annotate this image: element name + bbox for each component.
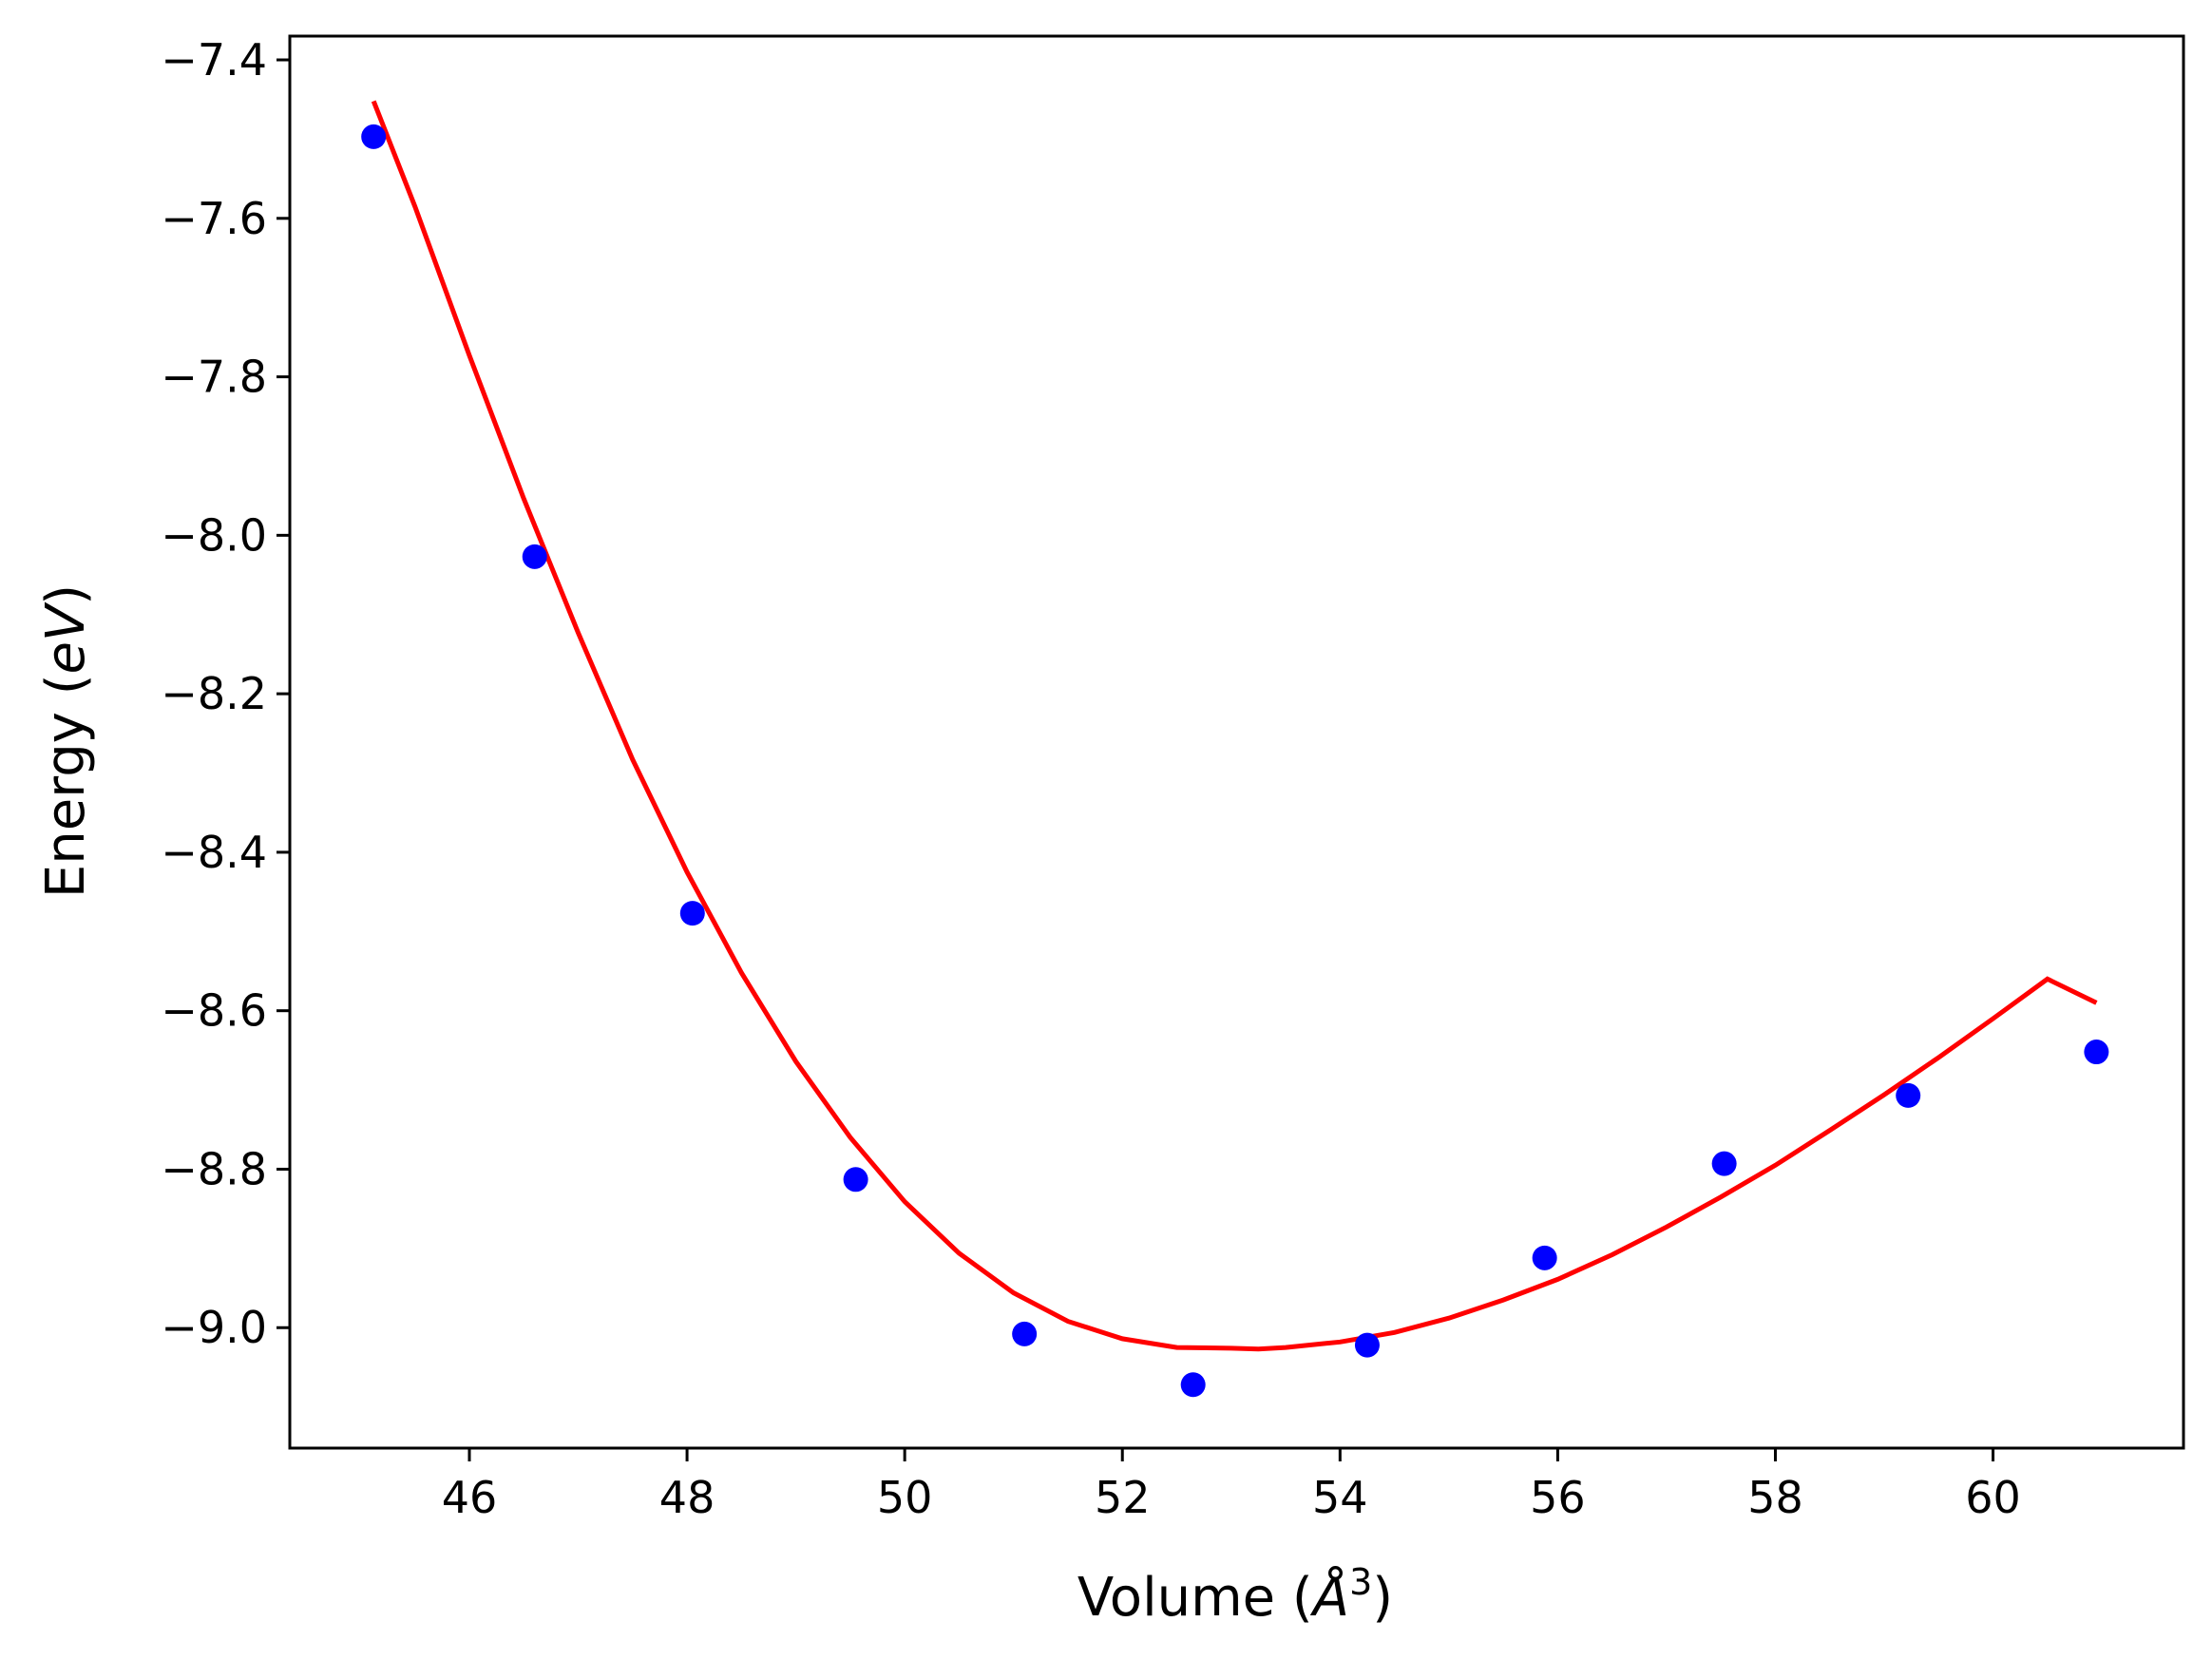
data-point xyxy=(679,901,705,926)
y-tick-label: −9.0 xyxy=(161,1302,267,1353)
x-tick-label: 56 xyxy=(1530,1472,1586,1523)
data-point xyxy=(522,544,547,569)
y-tick-label: −8.6 xyxy=(161,985,267,1037)
y-tick-label: −7.6 xyxy=(161,193,267,244)
axes-frame xyxy=(288,34,2185,1450)
x-tick-label: 52 xyxy=(1095,1472,1151,1523)
x-tick-label: 60 xyxy=(1965,1472,2021,1523)
x-tick-label: 54 xyxy=(1312,1472,1368,1523)
x-tick-label: 48 xyxy=(659,1472,715,1523)
y-axis-ticks: −7.4 −7.6 −7.8 −8.0 −8.2 −8.4 −8.6 −8.8 −9.0 xyxy=(161,34,290,1353)
y-tick-label: −8.0 xyxy=(161,509,267,561)
data-point xyxy=(1532,1245,1557,1270)
x-tick-label: 46 xyxy=(442,1472,498,1523)
y-axis-label: Energy (eV) xyxy=(35,584,97,898)
y-tick-label: −8.2 xyxy=(161,668,267,719)
x-tick-label: 50 xyxy=(877,1472,933,1523)
x-axis-ticks: 46 48 50 52 54 56 58 60 xyxy=(442,1448,2021,1523)
data-point xyxy=(1180,1372,1206,1398)
data-point xyxy=(2084,1040,2109,1065)
x-axis-label: Volume (Å3) xyxy=(1077,1561,1393,1629)
y-tick-label: −7.8 xyxy=(161,352,267,403)
plot-area xyxy=(361,100,2109,1398)
x-tick-label: 58 xyxy=(1747,1472,1803,1523)
data-point xyxy=(1354,1332,1380,1358)
y-tick-label: −7.4 xyxy=(161,34,267,86)
data-point xyxy=(1711,1151,1737,1176)
data-point xyxy=(1896,1082,1921,1108)
fit-curve xyxy=(371,100,2098,1352)
data-point xyxy=(361,124,387,149)
y-tick-label: −8.8 xyxy=(161,1143,267,1194)
data-point xyxy=(1012,1321,1038,1346)
y-tick-label: −8.4 xyxy=(161,827,267,878)
data-point xyxy=(843,1167,868,1193)
